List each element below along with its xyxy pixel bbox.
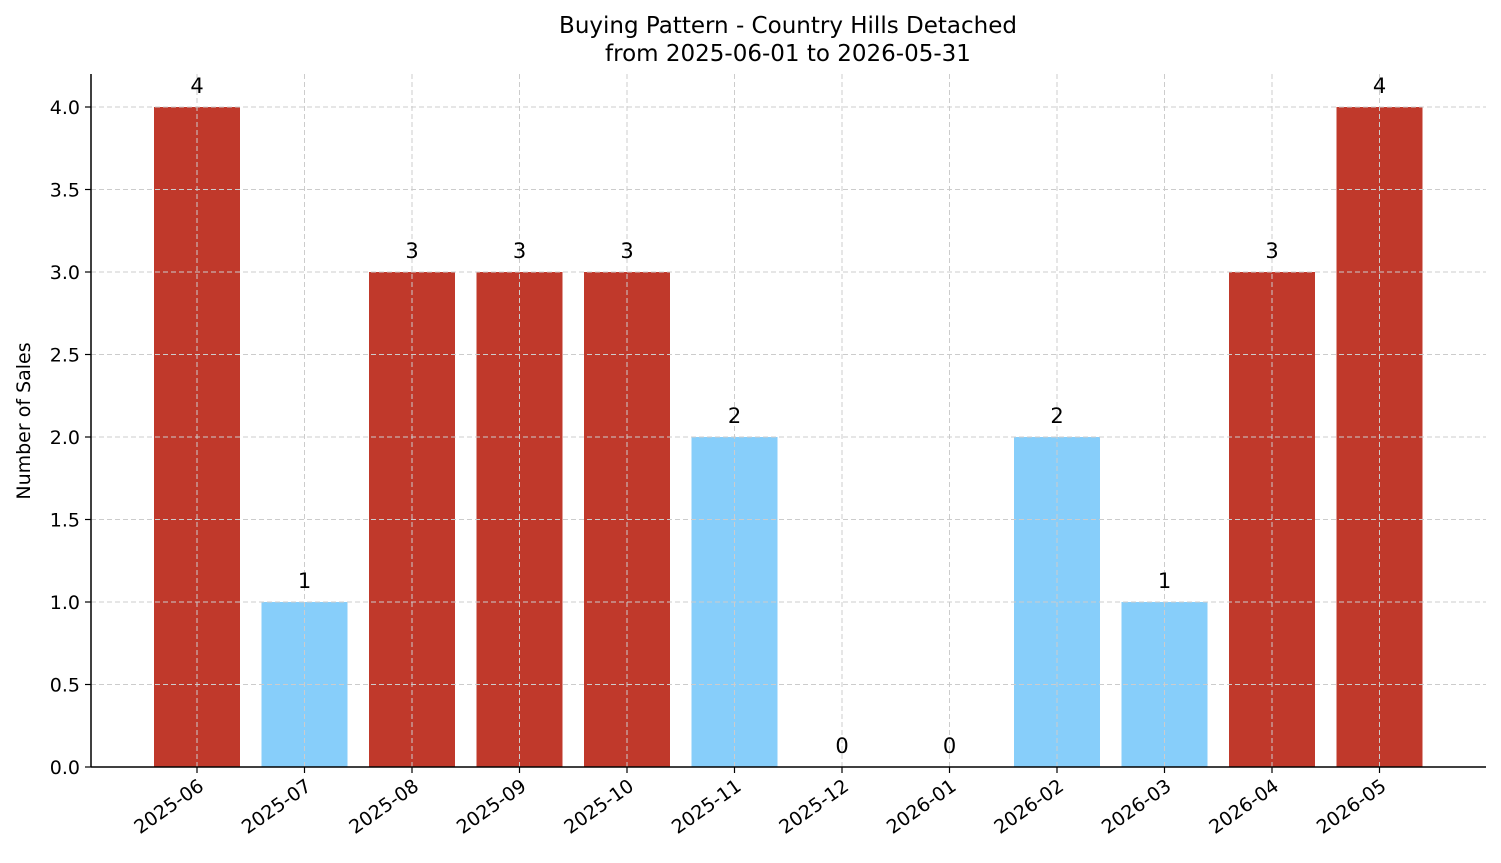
- bar-value-label: 4: [190, 74, 203, 98]
- bar-value-label: 2: [1050, 404, 1063, 428]
- bar-value-label: 3: [513, 239, 526, 263]
- bar-value-label: 0: [943, 734, 956, 758]
- ticks-layer: [85, 106, 1381, 773]
- x-tick-label: 2025-09: [453, 775, 531, 839]
- y-tick-label: 1.0: [50, 592, 80, 614]
- x-tick-label: 2025-07: [238, 775, 316, 839]
- y-tick-label: 3.5: [50, 180, 80, 202]
- y-tick-label: 0.5: [50, 675, 80, 697]
- y-tick-label: 2.0: [50, 427, 80, 449]
- x-tick-label: 2026-05: [1313, 775, 1391, 839]
- x-tick-label: 2026-04: [1205, 775, 1283, 839]
- y-tick-label: 1.5: [50, 510, 80, 532]
- x-tick-label: 2025-11: [668, 775, 746, 839]
- bar-value-label: 3: [620, 239, 633, 263]
- y-tick-label: 3.0: [50, 262, 80, 284]
- bar-value-label: 3: [405, 239, 418, 263]
- bar-value-label: 1: [298, 569, 311, 593]
- x-tick-label: 2026-03: [1098, 775, 1176, 839]
- y-tick-label: 4.0: [50, 97, 80, 119]
- x-tick-label: 2026-01: [883, 775, 961, 839]
- x-tick-label: 2025-08: [345, 775, 423, 839]
- x-tick-label: 2025-06: [130, 775, 208, 839]
- grid-layer: [91, 74, 1486, 767]
- x-tick-label: 2026-02: [990, 775, 1068, 839]
- bar-value-label: 4: [1373, 74, 1386, 98]
- x-tick-label: 2025-10: [560, 775, 638, 839]
- y-axis-label: Number of Sales: [13, 342, 35, 499]
- x-tick-label: 2025-12: [775, 775, 853, 839]
- chart-subtitle: from 2025-06-01 to 2026-05-31: [605, 41, 971, 67]
- bar-value-label: 3: [1265, 239, 1278, 263]
- y-tick-label: 0.0: [50, 757, 80, 779]
- bar-value-label: 0: [835, 734, 848, 758]
- bar-value-label: 2: [728, 404, 741, 428]
- chart-title: Buying Pattern - Country Hills Detached: [559, 13, 1017, 39]
- y-tick-label: 2.5: [50, 345, 80, 367]
- bar-value-label: 1: [1158, 569, 1171, 593]
